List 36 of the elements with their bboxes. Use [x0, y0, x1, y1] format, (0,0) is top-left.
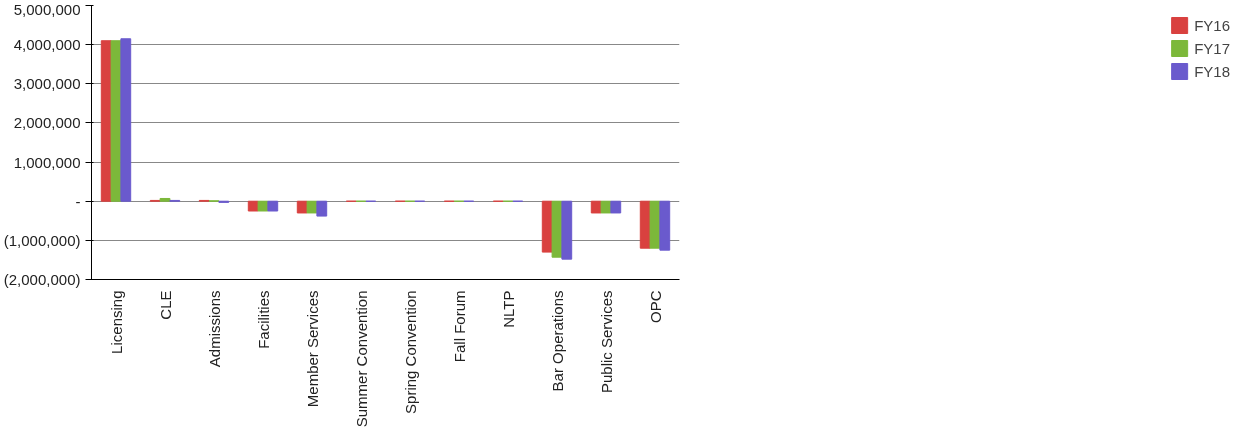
- legend-label: FY16: [1194, 16, 1230, 34]
- y-tick-label: (2,000,000): [3, 271, 81, 288]
- bar: [159, 197, 171, 202]
- bar: [610, 200, 622, 214]
- x-tick-label: OPC: [646, 290, 664, 323]
- x-tick-label: Admissions: [205, 290, 223, 368]
- x-tick-label: Spring Convention: [401, 290, 419, 414]
- y-tick-label: 4,000,000: [13, 36, 81, 54]
- bar: [561, 200, 573, 260]
- legend-label: FY18: [1194, 62, 1230, 80]
- x-tick-label: NLTP: [499, 290, 517, 328]
- bar: [316, 200, 328, 217]
- bar: [257, 200, 269, 212]
- bar: [659, 200, 671, 251]
- x-tick-label: Bar Operations: [548, 290, 566, 392]
- bar: [551, 200, 563, 258]
- y-tick-label: 5,000,000: [13, 0, 81, 18]
- x-tick-label: Licensing: [107, 290, 125, 354]
- x-tick-label: Facilities: [254, 290, 272, 349]
- x-tick-label: Member Services: [303, 290, 321, 408]
- y-tick-label: (1,000,000): [3, 231, 81, 249]
- x-tick-label: Summer Convention: [352, 290, 370, 428]
- bar: [306, 200, 318, 214]
- bar: [120, 38, 132, 202]
- y-tick-label: 2,000,000: [13, 114, 81, 132]
- y-tick-label: 1,000,000: [13, 153, 81, 171]
- legend-label: FY17: [1194, 39, 1230, 57]
- bar: [267, 200, 279, 212]
- y-tick-label: -: [75, 192, 81, 210]
- x-tick-label: Fall Forum: [450, 290, 468, 363]
- bar: [110, 40, 122, 202]
- bar: [649, 200, 661, 249]
- y-tick-label: 3,000,000: [13, 75, 81, 93]
- bar: [600, 200, 612, 214]
- x-tick-label: Public Services: [597, 290, 615, 394]
- x-tick-label: CLE: [156, 290, 174, 320]
